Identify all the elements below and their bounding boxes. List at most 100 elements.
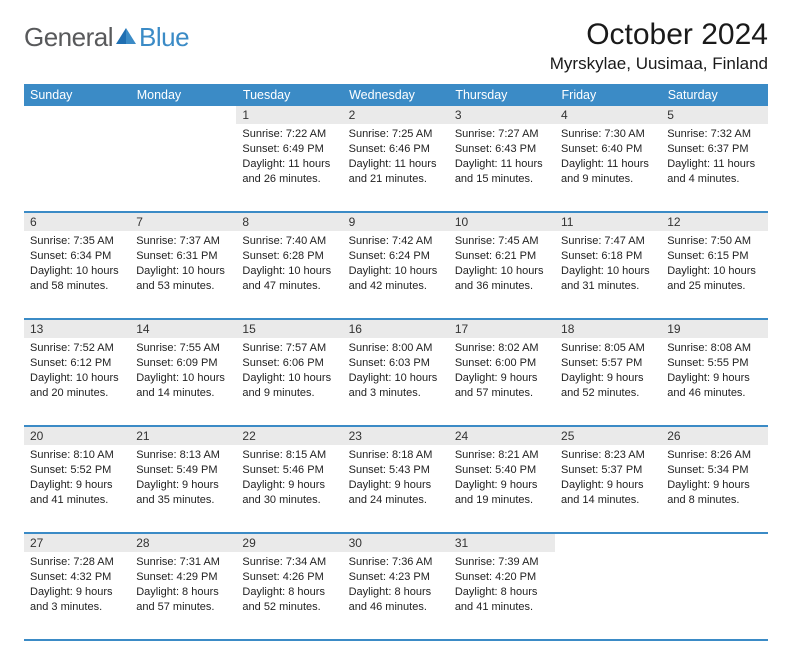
sunrise-line: Sunrise: 8:00 AM <box>349 341 443 356</box>
day-number-cell: 26 <box>661 426 767 445</box>
daylight-line: Daylight: 10 hours and 14 minutes. <box>136 371 230 401</box>
sunset-line: Sunset: 6:40 PM <box>561 142 655 157</box>
sunset-line: Sunset: 6:12 PM <box>30 356 124 371</box>
daylight-line: Daylight: 10 hours and 42 minutes. <box>349 264 443 294</box>
sunset-line: Sunset: 5:40 PM <box>455 463 549 478</box>
sunset-line: Sunset: 6:18 PM <box>561 249 655 264</box>
day-content-cell: Sunrise: 7:27 AMSunset: 6:43 PMDaylight:… <box>449 124 555 212</box>
daylight-line: Daylight: 9 hours and 46 minutes. <box>667 371 761 401</box>
day-number-cell: 10 <box>449 212 555 231</box>
daylight-line: Daylight: 9 hours and 30 minutes. <box>242 478 336 508</box>
header-row: General Blue October 2024 Myrskylae, Uus… <box>24 18 768 74</box>
day-content-cell: Sunrise: 8:02 AMSunset: 6:00 PMDaylight:… <box>449 338 555 426</box>
brand-text-2: Blue <box>139 22 189 53</box>
day-number-cell: 4 <box>555 106 661 124</box>
sunset-line: Sunset: 6:49 PM <box>242 142 336 157</box>
day-number-cell: 28 <box>130 533 236 552</box>
sunrise-line: Sunrise: 7:45 AM <box>455 234 549 249</box>
day-content-cell: Sunrise: 7:36 AMSunset: 4:23 PMDaylight:… <box>343 552 449 640</box>
day-number-cell <box>24 106 130 124</box>
day-content-cell: Sunrise: 8:18 AMSunset: 5:43 PMDaylight:… <box>343 445 449 533</box>
daylight-line: Daylight: 8 hours and 41 minutes. <box>455 585 549 615</box>
daylight-line: Daylight: 10 hours and 9 minutes. <box>242 371 336 401</box>
daylight-line: Daylight: 11 hours and 21 minutes. <box>349 157 443 187</box>
daylight-line: Daylight: 11 hours and 26 minutes. <box>242 157 336 187</box>
day-content-row: Sunrise: 8:10 AMSunset: 5:52 PM Daylight:… <box>24 445 768 533</box>
day-content-cell: Sunrise: 7:30 AMSunset: 6:40 PMDaylight:… <box>555 124 661 212</box>
sunrise-line: Sunrise: 7:52 AM <box>30 341 124 356</box>
sunset-line: Sunset: 6:06 PM <box>242 356 336 371</box>
day-content-cell: Sunrise: 7:40 AMSunset: 6:28 PMDaylight:… <box>236 231 342 319</box>
day-number-cell: 17 <box>449 319 555 338</box>
day-content-cell: Sunrise: 8:05 AMSunset: 5:57 PMDaylight:… <box>555 338 661 426</box>
day-number-row: 6789101112 <box>24 212 768 231</box>
sunset-line: Sunset: 4:23 PM <box>349 570 443 585</box>
day-header-cell: Monday <box>130 84 236 106</box>
sunrise-line: Sunrise: 7:39 AM <box>455 555 549 570</box>
daylight-line: Daylight: 10 hours and 58 minutes. <box>30 264 124 294</box>
day-number-cell: 29 <box>236 533 342 552</box>
sunset-line: Sunset: 5:37 PM <box>561 463 655 478</box>
sunset-line: Sunset: 6:15 PM <box>667 249 761 264</box>
day-content-cell: Sunrise: 7:57 AMSunset: 6:06 PMDaylight:… <box>236 338 342 426</box>
day-content-cell: Sunrise: 7:55 AMSunset: 6:09 PMDaylight:… <box>130 338 236 426</box>
sunset-line: Sunset: 6:43 PM <box>455 142 549 157</box>
sunrise-line: Sunrise: 8:08 AM <box>667 341 761 356</box>
daylight-line: Daylight: 9 hours and 35 minutes. <box>136 478 230 508</box>
daylight-line: Daylight: 8 hours and 52 minutes. <box>242 585 336 615</box>
daylight-line: Daylight: 8 hours and 46 minutes. <box>349 585 443 615</box>
calendar-page: General Blue October 2024 Myrskylae, Uus… <box>0 0 792 651</box>
sunrise-line: Sunrise: 7:40 AM <box>242 234 336 249</box>
day-content-cell: Sunrise: 8:23 AMSunset: 5:37 PMDaylight:… <box>555 445 661 533</box>
calendar-table: SundayMondayTuesdayWednesdayThursdayFrid… <box>24 84 768 641</box>
sunrise-line: Sunrise: 7:42 AM <box>349 234 443 249</box>
day-number-cell <box>661 533 767 552</box>
sunset-line: Sunset: 6:31 PM <box>136 249 230 264</box>
daylight-line: Daylight: 10 hours and 31 minutes. <box>561 264 655 294</box>
daylight-line: Daylight: 10 hours and 36 minutes. <box>455 264 549 294</box>
day-number-row: 2728293031 <box>24 533 768 552</box>
day-number-cell: 21 <box>130 426 236 445</box>
day-content-cell: Sunrise: 7:28 AMSunset: 4:32 PMDaylight:… <box>24 552 130 640</box>
day-number-cell <box>555 533 661 552</box>
day-header-cell: Thursday <box>449 84 555 106</box>
day-number-cell: 23 <box>343 426 449 445</box>
day-content-row: Sunrise: 7:22 AMSunset: 6:49 PMDaylight:… <box>24 124 768 212</box>
brand-text-1: General <box>24 22 113 53</box>
sunset-line: Sunset: 5:57 PM <box>561 356 655 371</box>
sunrise-line: Sunrise: 8:21 AM <box>455 448 549 463</box>
sunrise-line: Sunrise: 7:30 AM <box>561 127 655 142</box>
day-number-cell: 6 <box>24 212 130 231</box>
day-number-cell: 30 <box>343 533 449 552</box>
sunrise-line: Sunrise: 8:05 AM <box>561 341 655 356</box>
sunrise-line: Sunrise: 8:10 AM <box>30 448 124 463</box>
day-number-cell: 15 <box>236 319 342 338</box>
day-number-cell: 8 <box>236 212 342 231</box>
daylight-line: Daylight: 8 hours and 57 minutes. <box>136 585 230 615</box>
day-content-cell: Sunrise: 7:25 AMSunset: 6:46 PMDaylight:… <box>343 124 449 212</box>
daylight-line: Daylight: 9 hours and 8 minutes. <box>667 478 761 508</box>
day-content-cell: Sunrise: 7:50 AMSunset: 6:15 PMDaylight:… <box>661 231 767 319</box>
day-content-cell <box>24 124 130 212</box>
sunset-line: Sunset: 5:52 PM <box>30 463 124 478</box>
sunrise-line: Sunrise: 7:34 AM <box>242 555 336 570</box>
day-content-cell: Sunrise: 7:32 AMSunset: 6:37 PMDaylight:… <box>661 124 767 212</box>
daylight-line: Daylight: 10 hours and 53 minutes. <box>136 264 230 294</box>
day-number-cell: 3 <box>449 106 555 124</box>
day-number-cell: 14 <box>130 319 236 338</box>
day-number-row: 12345 <box>24 106 768 124</box>
day-content-cell: Sunrise: 8:13 AMSunset: 5:49 PMDaylight:… <box>130 445 236 533</box>
day-number-cell: 16 <box>343 319 449 338</box>
day-number-cell <box>130 106 236 124</box>
sunrise-line: Sunrise: 7:22 AM <box>242 127 336 142</box>
day-header-cell: Tuesday <box>236 84 342 106</box>
day-content-cell: Sunrise: 7:52 AMSunset: 6:12 PMDaylight:… <box>24 338 130 426</box>
day-content-cell: Sunrise: 8:21 AMSunset: 5:40 PMDaylight:… <box>449 445 555 533</box>
day-content-cell: Sunrise: 8:15 AMSunset: 5:46 PMDaylight:… <box>236 445 342 533</box>
daylight-line: Daylight: 9 hours and 14 minutes. <box>561 478 655 508</box>
daylight-line: Daylight: 11 hours and 15 minutes. <box>455 157 549 187</box>
sunrise-line: Sunrise: 7:50 AM <box>667 234 761 249</box>
day-content-cell: Sunrise: 8:26 AMSunset: 5:34 PMDaylight:… <box>661 445 767 533</box>
day-number-cell: 24 <box>449 426 555 445</box>
sunset-line: Sunset: 4:29 PM <box>136 570 230 585</box>
